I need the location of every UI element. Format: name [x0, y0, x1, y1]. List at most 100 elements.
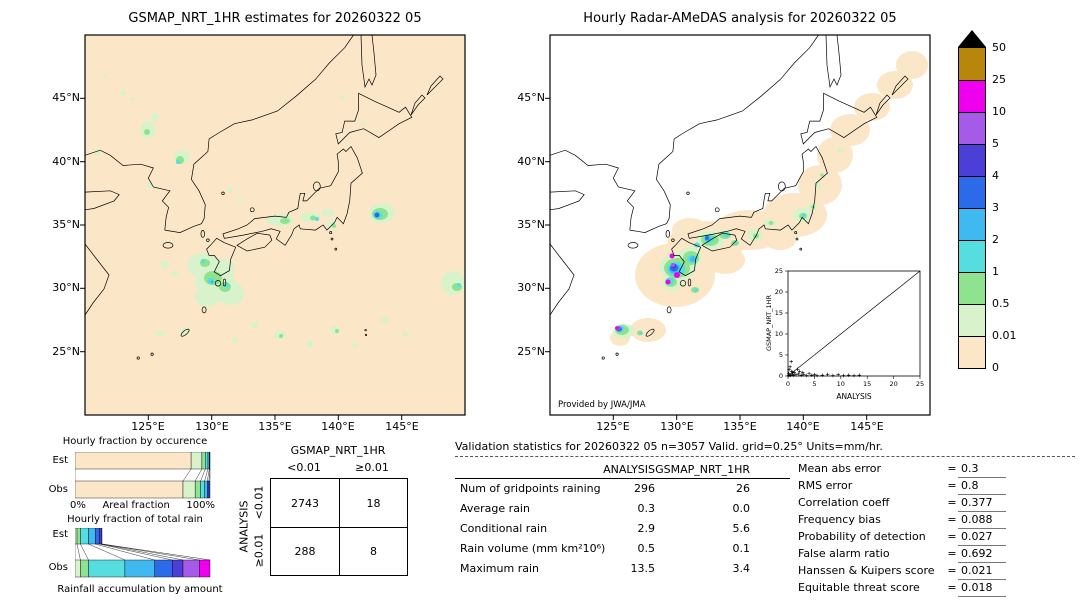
scatter-point	[831, 373, 835, 378]
precip-blob	[266, 214, 294, 226]
precip-blob	[694, 288, 698, 292]
row-label: Average rain	[460, 502, 530, 515]
right-map-lat-30: 30°N	[517, 281, 545, 294]
occurrence-chart	[75, 452, 211, 499]
contingency-header: GSMAP_NRT_1HR	[290, 444, 386, 457]
left-map-lon-130: 130°E	[195, 420, 229, 433]
scatter-point	[792, 370, 796, 375]
precip-blob	[374, 212, 380, 218]
precip-blob	[854, 93, 890, 121]
bar-segment	[171, 559, 184, 578]
fan-connector	[207, 468, 210, 482]
precip-blob	[690, 256, 696, 262]
precip-blob	[402, 332, 408, 338]
bar-segment	[198, 559, 211, 578]
validation-title: Validation statistics for 20260322 05 n=…	[455, 440, 883, 453]
fan-connector	[99, 543, 173, 561]
contingency-row-axis: ANALYSIS	[237, 500, 251, 553]
scatter-point	[796, 372, 801, 376]
bar-segment	[201, 452, 206, 470]
contingency-row-label-ge: ≥0.01	[252, 533, 266, 568]
fan-connector	[101, 543, 200, 561]
left-map-tick-marks	[80, 97, 403, 420]
fan-connector	[88, 543, 126, 561]
precip-blob	[306, 341, 314, 347]
validation-row-maximum: Maximum rain 13.5 3.4	[455, 559, 790, 579]
score-frequency-bias: Frequency bias = 0.088	[798, 511, 1006, 529]
precip-blob	[896, 51, 928, 79]
occurrence-axis-label: Areal fraction	[102, 500, 170, 511]
equals-sign: =	[947, 479, 957, 492]
validation-row-volume: Rain volume (mm km²10⁶) 0.5 0.1	[455, 539, 790, 559]
score-rms-error: RMS error = 0.8	[798, 477, 1006, 495]
bar-segment	[205, 452, 209, 470]
left-map-lat-45: 45°N	[52, 91, 80, 104]
score-label: Correlation coeff	[798, 496, 890, 509]
precip-blob	[361, 121, 365, 125]
inset-x-axis-label: ANALYSIS	[836, 392, 872, 401]
colorbar-segment	[959, 304, 985, 336]
scatter-point	[787, 368, 791, 372]
precip-blob	[102, 75, 108, 79]
colorbar-segment	[959, 112, 985, 144]
precip-blob	[615, 326, 619, 330]
contingency-row-label-lt: <0.01	[252, 485, 266, 520]
right-map-lon-125: 125°E	[596, 420, 630, 433]
colorbar-segment	[959, 80, 985, 112]
colorbar-segment	[959, 208, 985, 240]
bar-segment	[95, 528, 100, 545]
precip-blob	[232, 337, 238, 343]
precip-blob	[665, 279, 671, 285]
precip-blob	[315, 217, 319, 221]
score-label: Mean abs error	[798, 462, 882, 475]
precip-blob	[814, 182, 822, 188]
left-map	[80, 34, 466, 420]
total-rain-chart-title: Hourly fraction of total rain	[67, 514, 203, 525]
precip-blob	[332, 224, 336, 228]
right-map-lat-45: 45°N	[517, 91, 545, 104]
scatter-point	[820, 373, 824, 377]
scatter-point	[804, 373, 809, 378]
colorbar-overflow-triangle	[958, 30, 986, 47]
validation-scores: Mean abs error = 0.3 RMS error = 0.8 Cor…	[798, 460, 1006, 597]
bar-segment	[190, 452, 203, 470]
score-hanssen-kuipers: Hanssen & Kuipers score = 0.021	[798, 562, 1006, 580]
validation-divider	[455, 456, 1075, 457]
score-label: Equitable threat score	[798, 581, 920, 594]
left-map-lat-25: 25°N	[52, 345, 80, 358]
row-analysis-value: 2.9	[637, 522, 656, 535]
precip-blob	[705, 236, 709, 240]
bar-segment	[99, 528, 102, 545]
contingency-cell-00: 2743	[291, 496, 319, 510]
colorbar-segment	[959, 240, 985, 272]
inset-y-tick-label: 5	[779, 351, 783, 359]
contingency-grid: 2743 18 288 8	[270, 478, 408, 576]
precip-blob	[172, 270, 178, 276]
colorbar-tick-label: 4	[992, 169, 999, 182]
validation-row-gridpoints: Num of gridpoints raining 296 26	[455, 479, 790, 499]
precip-blob	[630, 318, 666, 342]
scatter-point	[815, 373, 819, 378]
colorbar-segment	[959, 272, 985, 304]
precip-blob	[820, 173, 824, 177]
precip-blob	[335, 329, 339, 333]
right-map-lat-25: 25°N	[517, 345, 545, 358]
left-map-title: GSMAP_NRT_1HR estimates for 20260322 05	[128, 11, 422, 26]
precip-blob	[130, 97, 136, 101]
scatter-point	[787, 371, 791, 376]
equals-sign: =	[947, 496, 957, 509]
score-value: 0.018	[958, 579, 1006, 597]
colorbar-tick-label: 2	[992, 233, 999, 246]
right-map: Provided by JWA/JMA 00 5 5 10 10 15 15 20 20 25 25…	[545, 34, 931, 420]
contingency-col-label-ge: ≥0.01	[355, 461, 389, 474]
bar-segment	[80, 528, 89, 545]
row-analysis-value: 0.3	[637, 502, 656, 515]
scatter-point	[857, 373, 861, 377]
right-map-precip-layer	[610, 51, 928, 346]
colorbar-tick-label: 25	[992, 73, 1006, 86]
precip-blob	[705, 246, 745, 274]
scatter-point	[812, 373, 817, 377]
validation-table: ANALYSIS GSMAP_NRT_1HR Num of gridpoints…	[455, 461, 790, 579]
bar-segment	[204, 480, 208, 499]
